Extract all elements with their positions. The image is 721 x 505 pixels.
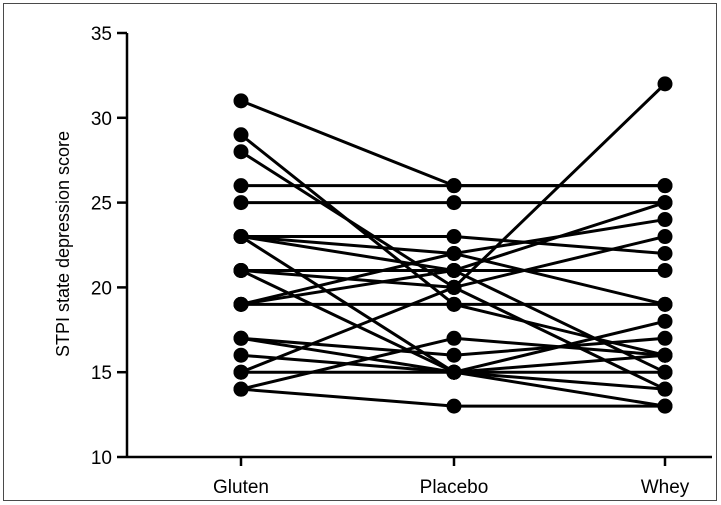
data-point [657, 381, 673, 397]
series-1 [233, 93, 673, 194]
data-point [446, 229, 462, 245]
series-17 [233, 364, 673, 397]
data-point [233, 178, 249, 194]
data-point [446, 195, 462, 211]
y-tick-label: 25 [91, 194, 112, 215]
series-19 [233, 381, 673, 414]
data-point [233, 364, 249, 380]
data-point [233, 195, 249, 211]
series-layer [233, 76, 673, 414]
data-point [233, 381, 249, 397]
y-tick-label: 15 [91, 363, 112, 384]
data-point [446, 245, 462, 261]
data-point [657, 262, 673, 278]
data-point [657, 330, 673, 346]
data-point [657, 195, 673, 211]
data-point [657, 364, 673, 380]
data-point [657, 245, 673, 261]
data-point [446, 279, 462, 295]
axes: 10 15 20 25 30 35 Gluten Placebo Whey [91, 24, 712, 498]
y-tick-label: 35 [91, 24, 112, 45]
y-tick-label: 10 [91, 448, 112, 469]
data-point [446, 178, 462, 194]
x-tick-label: Placebo [420, 477, 489, 498]
data-point [233, 296, 249, 312]
data-point [233, 262, 249, 278]
data-point [446, 330, 462, 346]
series-22 [233, 195, 673, 312]
y-tick-label: 30 [91, 109, 112, 130]
data-point [657, 398, 673, 414]
series-5 [233, 195, 673, 211]
x-tick-label: Gluten [213, 477, 269, 498]
data-point [233, 144, 249, 160]
data-point [446, 262, 462, 278]
data-point [446, 364, 462, 380]
data-point [233, 330, 249, 346]
data-point [233, 93, 249, 109]
series-21 [233, 330, 673, 363]
data-point [446, 347, 462, 363]
data-point [657, 313, 673, 329]
series-4 [233, 178, 673, 194]
y-axis-title: STPI state depression score [53, 131, 73, 357]
data-point [446, 398, 462, 414]
data-point [657, 229, 673, 245]
data-point [233, 127, 249, 143]
data-point [657, 76, 673, 92]
data-point [657, 178, 673, 194]
data-point [657, 212, 673, 228]
data-point [657, 296, 673, 312]
data-point [657, 347, 673, 363]
data-point [233, 229, 249, 245]
data-point [233, 347, 249, 363]
x-tick-label: Whey [641, 477, 690, 498]
data-point [446, 296, 462, 312]
y-tick-label: 20 [91, 278, 112, 299]
series-line [240, 133, 666, 357]
